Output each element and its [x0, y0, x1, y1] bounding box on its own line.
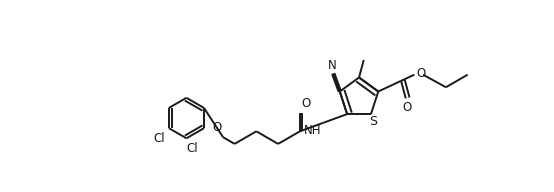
Text: O: O — [403, 101, 412, 114]
Text: O: O — [301, 97, 311, 110]
Text: O: O — [212, 122, 222, 134]
Text: NH: NH — [304, 124, 322, 137]
Text: Cl: Cl — [154, 132, 166, 145]
Text: N: N — [329, 59, 337, 72]
Text: S: S — [368, 115, 377, 128]
Text: Cl: Cl — [187, 142, 198, 156]
Text: O: O — [417, 67, 425, 80]
